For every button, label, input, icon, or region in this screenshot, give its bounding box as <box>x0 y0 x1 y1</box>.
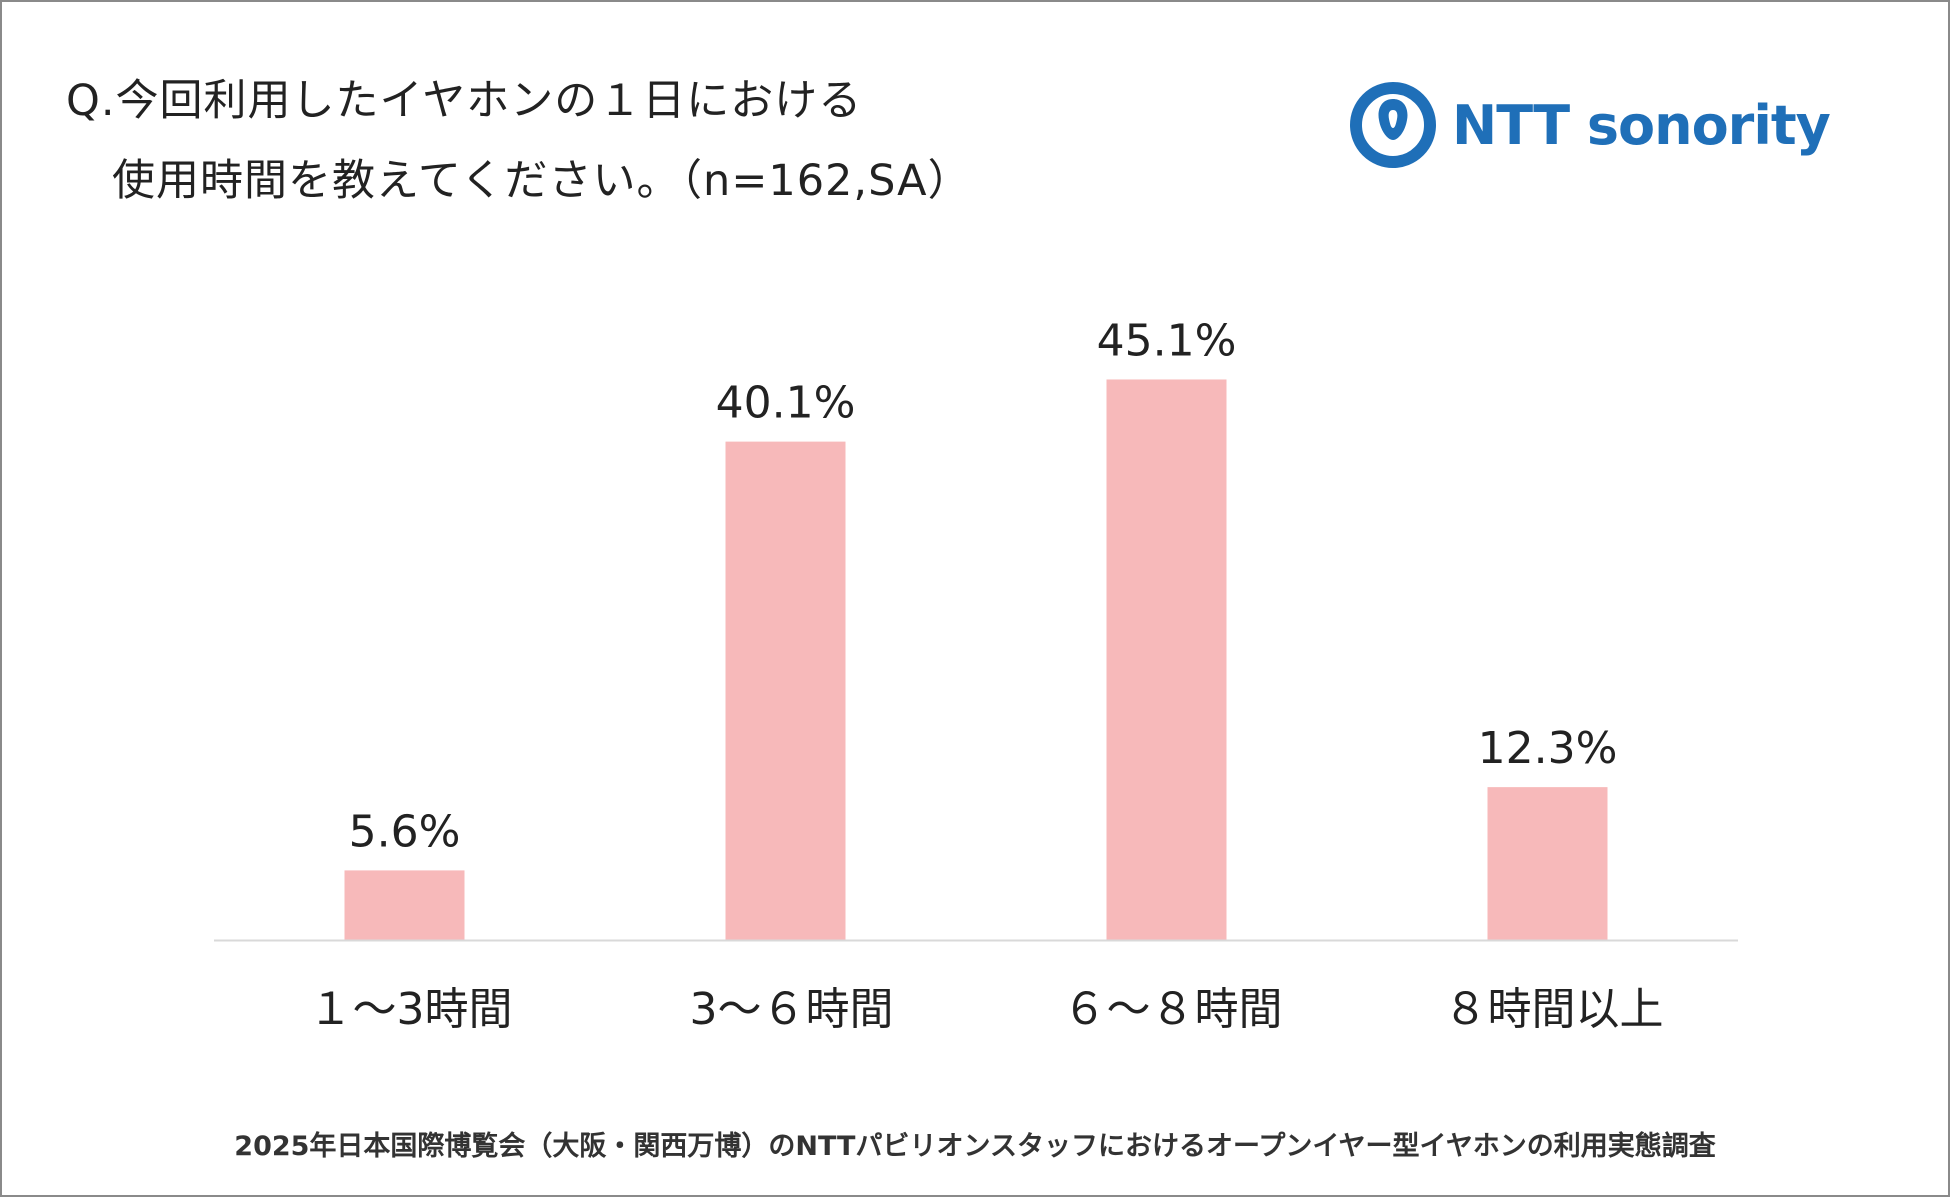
category-label-1: １～3時間 <box>309 984 513 1035</box>
question-title-line-2: 使用時間を教えてください。（n=162,SA） <box>112 156 972 206</box>
logo-text: NTT sonority <box>1452 93 1831 157</box>
data-label-3: 45.1% <box>1097 315 1237 366</box>
survey-footer: 2025年日本国際博覧会（大阪・関西万博）のNTTパビリオンスタッフにおけるオー… <box>234 1131 1716 1162</box>
bar-2 <box>725 441 846 940</box>
bar-3 <box>1106 379 1227 940</box>
bar-1 <box>344 870 465 940</box>
question-title-line-1: Q.今回利用したイヤホンの１日における <box>66 76 863 126</box>
data-label-1: 5.6% <box>349 806 461 857</box>
data-label-4: 12.3% <box>1478 723 1618 774</box>
category-label-4: ８時間以上 <box>1444 984 1664 1035</box>
brand-logo: NTT sonority <box>1348 80 1831 170</box>
category-label-2: 3～６時間 <box>690 984 894 1035</box>
data-label-2: 40.1% <box>716 378 856 429</box>
ntt-logo-icon <box>1350 82 1436 168</box>
bar-4 <box>1487 787 1608 940</box>
category-label-3: ６～８時間 <box>1063 984 1283 1035</box>
